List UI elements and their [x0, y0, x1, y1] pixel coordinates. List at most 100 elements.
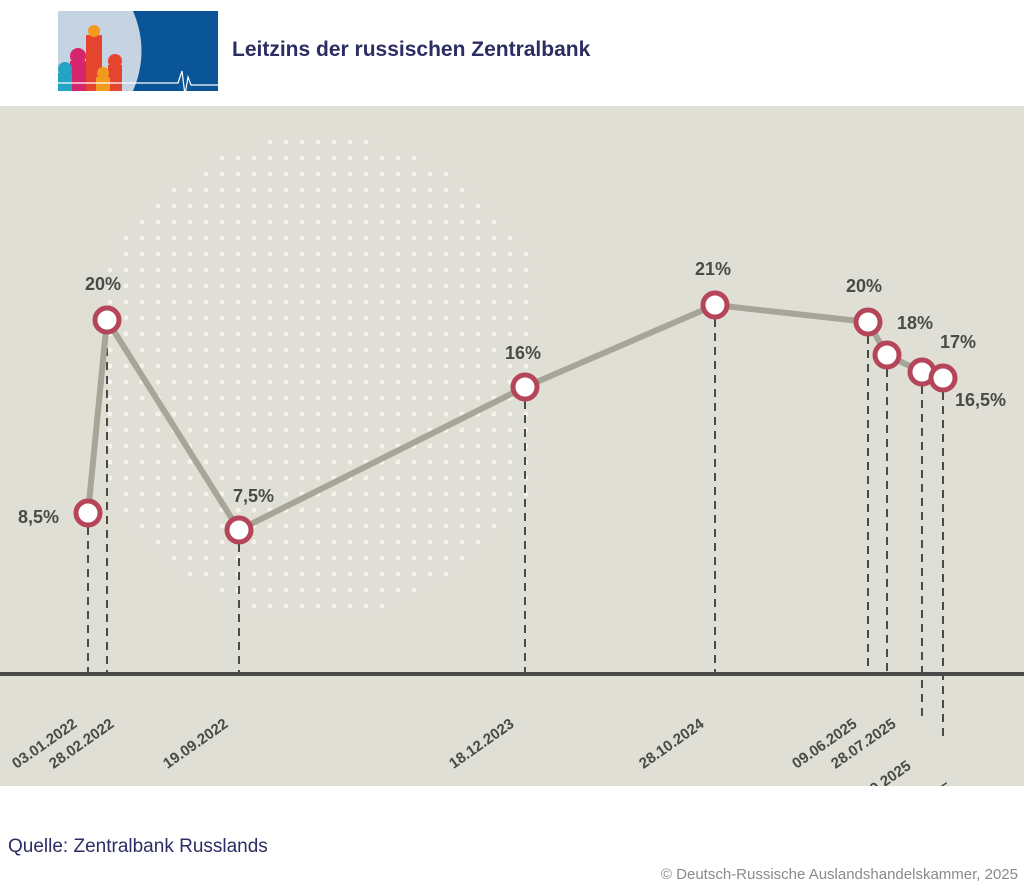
dot — [155, 203, 161, 209]
dot — [347, 571, 353, 577]
dot — [475, 443, 481, 449]
dot — [171, 459, 177, 465]
dot — [331, 427, 337, 433]
dot — [443, 395, 449, 401]
dot — [411, 427, 417, 433]
dot — [363, 395, 369, 401]
dot — [267, 443, 273, 449]
dot — [283, 219, 289, 225]
dot — [315, 523, 321, 529]
dot — [491, 459, 497, 465]
dot — [235, 459, 241, 465]
dot — [459, 395, 465, 401]
dot — [155, 219, 161, 225]
dot — [299, 475, 305, 481]
dot — [171, 299, 177, 305]
dot — [203, 523, 209, 529]
dot — [155, 427, 161, 433]
dot — [363, 283, 369, 289]
dot — [347, 379, 353, 385]
dot — [251, 411, 257, 417]
dot — [331, 523, 337, 529]
dot — [187, 427, 193, 433]
dot — [155, 267, 161, 273]
dot — [315, 155, 321, 161]
dot — [395, 363, 401, 369]
dot — [251, 283, 257, 289]
dot — [155, 523, 161, 529]
dot — [411, 235, 417, 241]
dot — [283, 491, 289, 497]
dot — [283, 443, 289, 449]
dot — [411, 283, 417, 289]
dot — [187, 235, 193, 241]
dot — [347, 411, 353, 417]
dot — [347, 219, 353, 225]
dot — [395, 203, 401, 209]
dot — [155, 507, 161, 513]
dot — [347, 363, 353, 369]
dot — [139, 459, 145, 465]
dot — [139, 395, 145, 401]
dot — [363, 523, 369, 529]
dot — [203, 171, 209, 177]
dot — [443, 315, 449, 321]
dot — [219, 315, 225, 321]
dot — [203, 427, 209, 433]
dot — [443, 219, 449, 225]
dot — [219, 235, 225, 241]
dot — [235, 491, 241, 497]
dot — [139, 523, 145, 529]
dot — [315, 475, 321, 481]
dot — [251, 459, 257, 465]
x-tick-label: 19.09.2022 — [160, 715, 231, 772]
dot — [443, 171, 449, 177]
dot — [219, 347, 225, 353]
dot — [427, 363, 433, 369]
dot — [507, 491, 513, 497]
dot — [331, 315, 337, 321]
dot — [155, 539, 161, 545]
dot — [475, 235, 481, 241]
dot — [219, 171, 225, 177]
dot — [363, 443, 369, 449]
dot — [379, 587, 385, 593]
dot — [523, 363, 529, 369]
dot — [347, 587, 353, 593]
dot — [235, 443, 241, 449]
dot — [443, 203, 449, 209]
dot — [475, 267, 481, 273]
dot — [187, 475, 193, 481]
dot — [251, 475, 257, 481]
dot — [171, 315, 177, 321]
dot — [507, 331, 513, 337]
dot — [443, 443, 449, 449]
dot — [315, 507, 321, 513]
dot — [491, 219, 497, 225]
dot — [347, 283, 353, 289]
dot — [315, 187, 321, 193]
dot — [251, 427, 257, 433]
dot — [411, 555, 417, 561]
dot — [331, 539, 337, 545]
dot — [203, 379, 209, 385]
dot — [395, 315, 401, 321]
dot — [411, 203, 417, 209]
x-tick-label: 15.09.2025 — [843, 757, 914, 786]
chart-panel: 8,5% 03.01.2022 20% 28.02.2022 7,5% 19.09.202… — [0, 106, 1024, 786]
dot — [251, 171, 257, 177]
dot — [427, 475, 433, 481]
dot — [187, 395, 193, 401]
dot — [235, 187, 241, 193]
dot — [459, 379, 465, 385]
dot — [203, 539, 209, 545]
dot — [427, 459, 433, 465]
dot — [411, 539, 417, 545]
dot — [491, 299, 497, 305]
dot — [235, 475, 241, 481]
dot — [139, 411, 145, 417]
dot — [123, 507, 129, 513]
dot — [283, 587, 289, 593]
dot — [331, 219, 337, 225]
dot — [139, 443, 145, 449]
